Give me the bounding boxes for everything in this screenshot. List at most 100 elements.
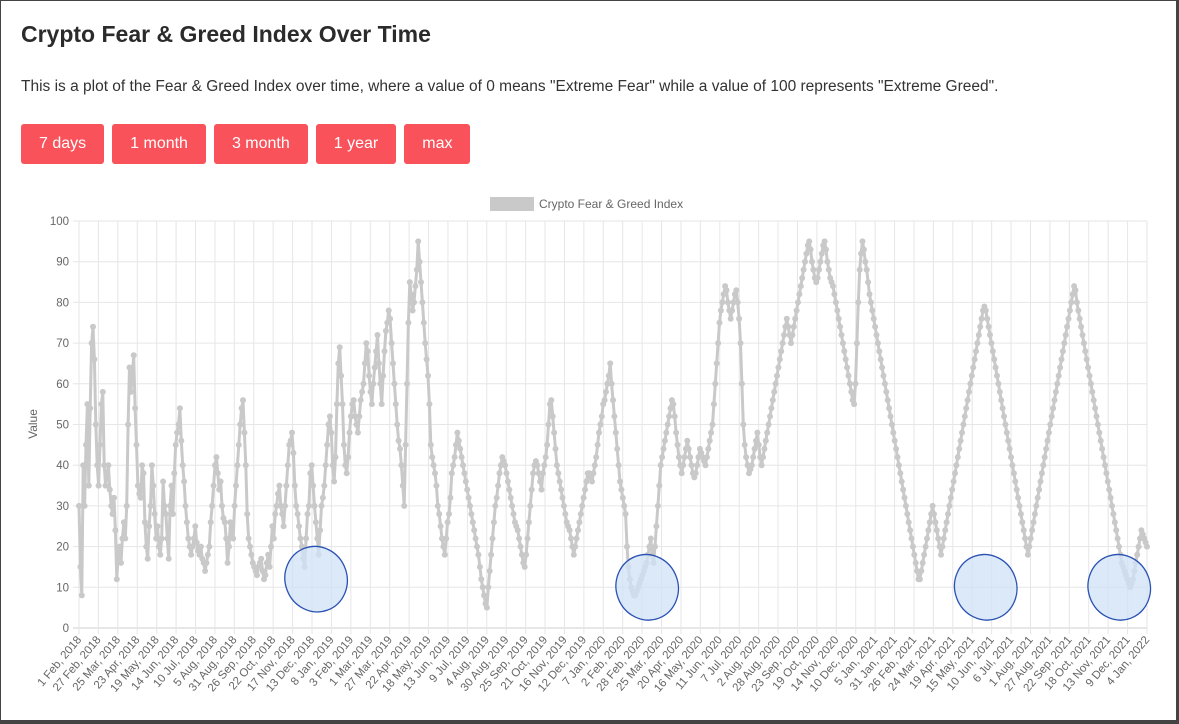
y-tick-label: 10 xyxy=(56,582,69,594)
data-point xyxy=(964,397,971,404)
data-point xyxy=(132,405,139,412)
data-point xyxy=(399,482,406,489)
range-1-year-button[interactable]: 1 year xyxy=(315,124,397,164)
range-max-button[interactable]: max xyxy=(404,124,471,164)
data-point xyxy=(311,502,318,509)
data-point xyxy=(178,437,185,444)
data-point xyxy=(1144,543,1150,550)
data-point xyxy=(426,401,433,408)
data-point xyxy=(248,551,255,558)
data-point xyxy=(433,482,440,489)
data-point xyxy=(688,462,695,469)
data-point xyxy=(945,511,951,517)
data-point xyxy=(1047,421,1054,428)
data-point xyxy=(375,360,382,367)
data-point xyxy=(771,388,778,395)
y-axis-ticks: 0 10 20 30 40 50 60 70 80 90 100 xyxy=(50,216,69,635)
data-point xyxy=(183,519,190,526)
data-point xyxy=(876,348,883,355)
data-point xyxy=(776,356,783,363)
data-point xyxy=(485,584,492,591)
data-point xyxy=(346,429,353,436)
data-point xyxy=(276,482,283,489)
data-point xyxy=(1096,429,1103,436)
page-description: This is a plot of the Fear & Greed Index… xyxy=(21,78,999,95)
data-point xyxy=(712,380,719,387)
data-point xyxy=(507,494,514,501)
data-point xyxy=(968,372,975,379)
data-point xyxy=(1107,494,1114,501)
data-point xyxy=(130,352,137,359)
data-point xyxy=(921,551,928,558)
data-point xyxy=(853,340,860,347)
data-point xyxy=(783,315,790,322)
data-point xyxy=(685,445,692,452)
data-point xyxy=(231,502,238,509)
data-point xyxy=(781,332,787,338)
data-point xyxy=(764,429,771,436)
data-point xyxy=(729,307,736,314)
data-point xyxy=(373,348,380,355)
data-point xyxy=(406,279,413,286)
data-point xyxy=(659,454,666,461)
data-point xyxy=(608,380,615,387)
data-point xyxy=(133,441,140,448)
data-point xyxy=(933,527,940,534)
highlight-ellipse xyxy=(284,545,348,613)
data-point xyxy=(517,543,524,550)
data-point xyxy=(661,437,668,444)
data-point xyxy=(343,470,350,477)
data-point xyxy=(92,421,99,428)
data-point xyxy=(580,494,587,501)
data-point xyxy=(867,299,874,306)
data-point xyxy=(465,494,472,501)
data-point xyxy=(907,527,914,534)
data-point xyxy=(952,470,958,477)
data-point xyxy=(1055,372,1062,379)
data-point xyxy=(1100,454,1107,461)
data-point xyxy=(610,397,616,404)
data-point xyxy=(996,388,1003,395)
data-point xyxy=(832,299,839,306)
data-point xyxy=(959,429,965,436)
range-7-days-button[interactable]: 7 days xyxy=(21,124,105,164)
range-1-month-button[interactable]: 1 month xyxy=(112,124,206,164)
data-point xyxy=(88,340,95,347)
data-point xyxy=(1058,356,1065,363)
data-point xyxy=(203,559,210,566)
range-3-month-button[interactable]: 3 month xyxy=(213,124,308,164)
data-point xyxy=(342,462,349,469)
data-point xyxy=(715,340,722,347)
data-point xyxy=(483,604,490,611)
data-point xyxy=(258,555,265,562)
data-point xyxy=(367,388,374,395)
data-point xyxy=(1072,287,1079,294)
data-point xyxy=(1010,470,1017,477)
data-point xyxy=(265,551,272,558)
data-point xyxy=(347,413,354,420)
data-point xyxy=(985,323,992,330)
data-point xyxy=(870,315,877,322)
data-point xyxy=(289,429,295,436)
data-point xyxy=(147,502,154,509)
data-point xyxy=(947,494,954,501)
data-point xyxy=(834,307,841,314)
data-point xyxy=(439,535,445,542)
data-point xyxy=(1020,527,1027,534)
data-point xyxy=(724,299,731,306)
data-point xyxy=(1079,332,1086,338)
data-point xyxy=(221,519,228,526)
data-point xyxy=(1076,315,1083,322)
data-point xyxy=(807,246,814,253)
data-point xyxy=(137,494,144,501)
data-point xyxy=(238,405,245,412)
data-point xyxy=(294,511,301,517)
chart-legend[interactable]: Crypto Fear & Greed Index xyxy=(490,197,683,211)
page-title: Crypto Fear & Greed Index Over Time xyxy=(21,21,431,47)
data-point xyxy=(235,441,242,448)
data-point xyxy=(977,323,984,330)
data-point xyxy=(77,563,84,570)
data-point xyxy=(366,372,373,379)
data-point xyxy=(1061,340,1068,347)
data-point xyxy=(998,397,1005,404)
